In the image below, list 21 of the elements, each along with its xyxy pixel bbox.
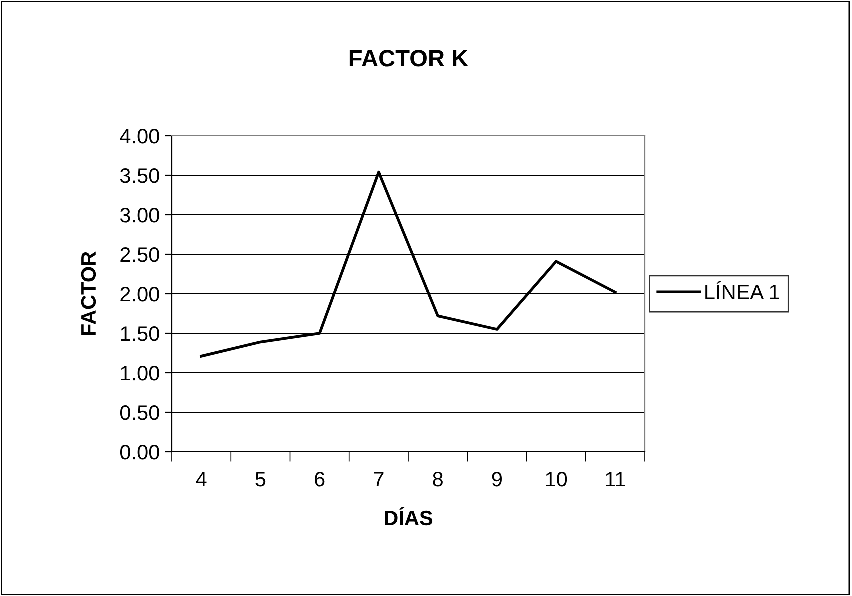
x-tick-label: 9 xyxy=(492,472,502,487)
x-tick-label: 10 xyxy=(546,472,568,487)
x-tick-label: 5 xyxy=(256,472,266,487)
x-tick-label: 11 xyxy=(606,472,626,487)
x-axis-title: DÍAS xyxy=(385,506,433,526)
x-tick-label: 8 xyxy=(433,472,443,487)
chart-title: FACTOR K xyxy=(350,50,468,67)
y-tick-label: 1.50 xyxy=(121,326,160,342)
y-tick-label: 1.00 xyxy=(121,366,160,381)
y-axis-title: FACTOR xyxy=(81,252,96,336)
y-tick-label: 2.50 xyxy=(120,248,160,262)
y-tick-label: 4.00 xyxy=(120,129,160,144)
y-tick-label: 2.00 xyxy=(120,287,160,302)
y-tick-label: 0.00 xyxy=(120,445,160,460)
y-tick-label: 0.50 xyxy=(120,406,160,420)
x-tick-label: 6 xyxy=(315,472,325,487)
x-tick-label: 4 xyxy=(196,472,207,487)
x-tick-label: 7 xyxy=(374,472,384,487)
legend-label: LÍNEA 1 xyxy=(706,281,780,300)
y-tick-label: 3.50 xyxy=(120,168,160,184)
y-tick-label: 3.00 xyxy=(120,208,160,223)
